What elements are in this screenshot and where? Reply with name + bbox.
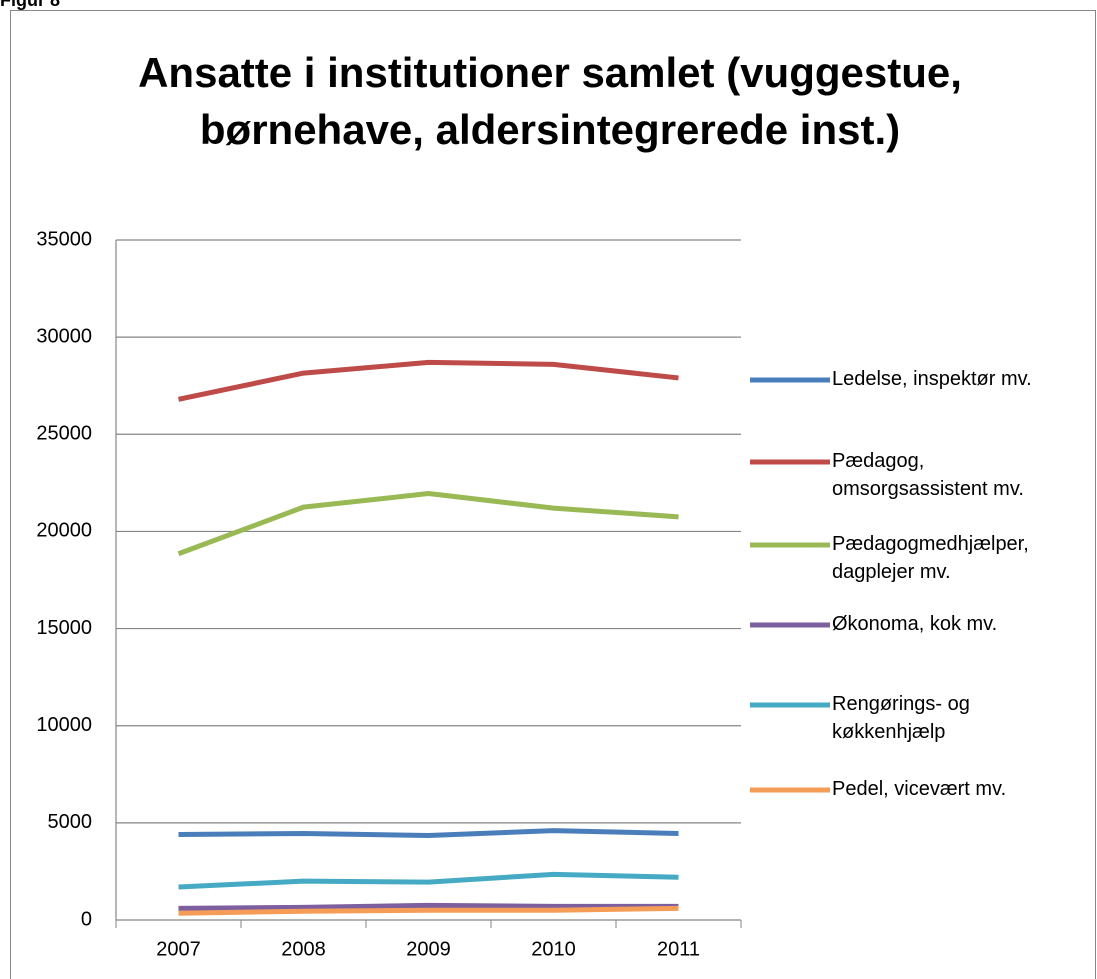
x-tick-label: 2009 [406,938,451,960]
line-series [178,902,679,911]
legend-label: Rengørings- og køkkenhjælp [832,693,970,743]
figure-label: Figur 8 [0,0,61,10]
line-series [178,871,679,890]
line-series [177,359,679,402]
y-tick-label: 30000 [36,325,92,347]
legend-label: Ledelse, inspektør mv. [832,368,1032,390]
x-tick-label: 2010 [531,938,576,960]
line-series [178,828,679,838]
y-tick-label: 35000 [36,228,92,250]
x-tick-label: 2007 [156,938,201,960]
legend-label: Pædagog, omsorgsassistent mv. [832,450,1024,500]
y-tick-label: 5000 [48,811,93,833]
y-tick-label: 15000 [36,617,92,639]
x-tick-label: 2011 [657,938,700,960]
legend-label: Pædagogmedhjælper, dagplejer mv. [832,533,1029,583]
y-tick-label: 10000 [36,714,92,736]
y-tick-label: 0 [81,908,92,930]
legend-label: Pedel, vicevært mv. [832,778,1007,800]
legend-label: Økonoma, kok mv. [832,613,998,635]
chart-title: Ansatte i institutioner samlet (vuggestu… [138,49,962,153]
y-tick-label: 25000 [36,423,92,445]
line-series [177,491,679,557]
y-tick-label: 20000 [36,520,92,542]
line-series [178,905,679,916]
x-tick-label: 2008 [281,938,326,960]
chart-border [10,10,1096,979]
